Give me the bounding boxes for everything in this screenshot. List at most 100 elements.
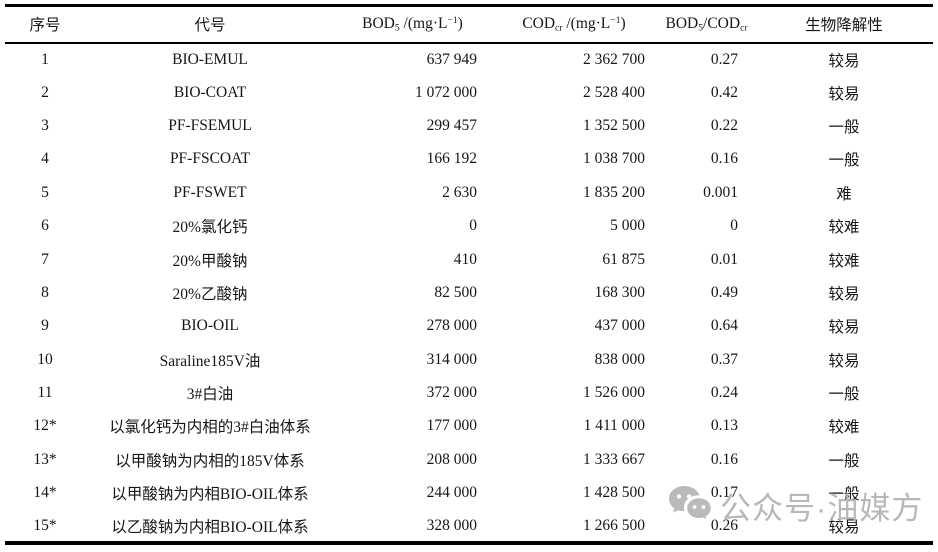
- cell-serial: 9: [41, 317, 49, 335]
- table-row: 6 20%氯化钙 0 5 000 0 较难: [5, 209, 933, 242]
- table-row: 14* 以甲酸钠为内相BIO-OIL体系 244 000 1 428 500 0.17 一…: [5, 477, 933, 510]
- cell-codcr: 1 333 667: [583, 450, 645, 468]
- cell-bod5: 410: [453, 250, 477, 268]
- col-header-bod5: BOD5 /(mg·L−1): [362, 15, 463, 34]
- cell-ratio: 0.42: [710, 83, 738, 101]
- cell-serial: 14*: [33, 484, 57, 502]
- cell-biodegradability: 一般: [828, 386, 860, 404]
- table-row: 1 BIO-EMUL 637 949 2 362 700 0.27 较易: [5, 43, 933, 76]
- col-header-codcr: CODcr /(mg·L−1): [522, 15, 626, 34]
- cell-ratio: 0.001: [703, 183, 738, 201]
- table-row: 3 PF-FSEMUL 299 457 1 352 500 0.22 一般: [5, 109, 933, 142]
- cell-bod5: 637 949: [426, 50, 477, 68]
- table-row: 7 20%甲酸钠 410 61 875 0.01 较难: [5, 243, 933, 276]
- cell-biodegradability: 一般: [828, 152, 860, 170]
- table-row: 12* 以氯化钙为内相的3#白油体系 177 000 1 411 000 0.13 较难: [5, 410, 933, 443]
- cell-bod5: 328 000: [426, 516, 477, 534]
- table-row: 13* 以甲酸钠为内相的185V体系 208 000 1 333 667 0.16 一般: [5, 443, 933, 476]
- cell-code: Saraline185V油: [159, 352, 261, 370]
- cell-serial: 11: [37, 384, 53, 402]
- cell-code: PF-FSCOAT: [169, 150, 251, 168]
- cell-serial: 5: [41, 183, 49, 201]
- cell-serial: 4: [41, 150, 49, 168]
- col-header-serial: 序号: [29, 17, 61, 35]
- cell-biodegradability: 较难: [828, 252, 860, 270]
- cell-code: 20%甲酸钠: [172, 252, 248, 270]
- cell-bod5: 208 000: [426, 450, 477, 468]
- cell-biodegradability: 较易: [828, 518, 860, 536]
- cell-ratio: 0.37: [710, 350, 738, 368]
- cell-bod5: 372 000: [426, 384, 477, 402]
- table-row: 2 BIO-COAT 1 072 000 2 528 400 0.42 较易: [5, 76, 933, 109]
- cell-codcr: 1 428 500: [583, 484, 645, 502]
- table-row: 10 Saraline185V油 314 000 838 000 0.37 较易: [5, 343, 933, 376]
- cell-code: PF-FSEMUL: [168, 116, 252, 134]
- cell-biodegradability: 较难: [828, 419, 860, 437]
- cell-biodegradability: 较易: [828, 352, 860, 370]
- cell-codcr: 1 352 500: [583, 116, 645, 134]
- cell-biodegradability: 一般: [828, 452, 860, 470]
- cell-bod5: 314 000: [426, 350, 477, 368]
- cell-biodegradability: 较易: [828, 52, 860, 70]
- cell-serial: 15*: [33, 516, 57, 534]
- cell-code: 以甲酸钠为内相BIO-OIL体系: [111, 486, 309, 504]
- cell-biodegradability: 难: [836, 185, 852, 203]
- cell-code: 20%氯化钙: [172, 219, 248, 237]
- cell-ratio: 0.16: [710, 450, 738, 468]
- table-row: 9 BIO-OIL 278 000 437 000 0.64 较易: [5, 310, 933, 343]
- cell-code: 3#白油: [186, 386, 234, 404]
- cell-ratio: 0.16: [710, 150, 738, 168]
- table-row: 4 PF-FSCOAT 166 192 1 038 700 0.16 一般: [5, 143, 933, 176]
- cell-ratio: 0.13: [710, 417, 738, 435]
- cell-codcr: 1 411 000: [583, 417, 645, 435]
- cell-codcr: 838 000: [594, 350, 645, 368]
- cell-biodegradability: 一般: [828, 118, 860, 136]
- cell-codcr: 61 875: [602, 250, 645, 268]
- table-row: 8 20%乙酸钠 82 500 168 300 0.49 较易: [5, 276, 933, 309]
- cell-serial: 10: [37, 350, 53, 368]
- cell-ratio: 0.01: [710, 250, 738, 268]
- cell-codcr: 1 038 700: [583, 150, 645, 168]
- table-row: 5 PF-FSWET 2 630 1 835 200 0.001 难: [5, 176, 933, 209]
- cell-serial: 7: [41, 250, 49, 268]
- cell-bod5: 166 192: [426, 150, 477, 168]
- cell-serial: 8: [41, 283, 49, 301]
- cell-code: 以氯化钙为内相的3#白油体系: [109, 419, 311, 437]
- cell-codcr: 437 000: [594, 317, 645, 335]
- cell-bod5: 299 457: [426, 116, 477, 134]
- col-header-code: 代号: [194, 17, 226, 35]
- cell-bod5: 0: [469, 217, 477, 235]
- cell-codcr: 5 000: [610, 217, 645, 235]
- cell-code: BIO-EMUL: [172, 50, 248, 68]
- cell-serial: 1: [41, 50, 49, 68]
- header-row: 序号 代号 BOD5 /(mg·L−1) CODcr /(mg·L−1) BOD…: [5, 6, 933, 43]
- cell-code: PF-FSWET: [173, 183, 247, 201]
- cell-ratio: 0.49: [710, 283, 738, 301]
- cell-code: BIO-OIL: [181, 317, 239, 335]
- cell-biodegradability: 较易: [828, 319, 860, 337]
- cell-bod5: 244 000: [426, 484, 477, 502]
- cell-bod5: 1 072 000: [415, 83, 477, 101]
- cell-biodegradability: 较易: [828, 85, 860, 103]
- cell-bod5: 2 630: [442, 183, 477, 201]
- col-header-bod5-codcr-ratio: BOD5/CODcr: [665, 15, 748, 34]
- cell-ratio: 0.22: [710, 116, 738, 134]
- cell-ratio: 0.27: [710, 50, 738, 68]
- table-row: 11 3#白油 372 000 1 526 000 0.24 一般: [5, 376, 933, 409]
- cell-codcr: 1 835 200: [583, 183, 645, 201]
- cell-ratio: 0.24: [710, 384, 738, 402]
- cell-codcr: 1 266 500: [583, 516, 645, 534]
- cell-codcr: 2 528 400: [583, 83, 645, 101]
- cell-bod5: 177 000: [426, 417, 477, 435]
- cell-code: BIO-COAT: [173, 83, 247, 101]
- cell-codcr: 168 300: [594, 283, 645, 301]
- col-header-biodegradability: 生物降解性: [805, 17, 883, 35]
- cell-serial: 12*: [33, 417, 57, 435]
- cell-code: 以乙酸钠为内相BIO-OIL体系: [111, 518, 309, 536]
- table-body: 1 BIO-EMUL 637 949 2 362 700 0.27 较易 2 BIO-COAT…: [5, 43, 933, 544]
- cell-codcr: 1 526 000: [583, 384, 645, 402]
- biodegradability-table: 序号 代号 BOD5 /(mg·L−1) CODcr /(mg·L−1) BOD…: [5, 4, 933, 546]
- cell-serial: 6: [41, 217, 49, 235]
- cell-serial: 3: [41, 116, 49, 134]
